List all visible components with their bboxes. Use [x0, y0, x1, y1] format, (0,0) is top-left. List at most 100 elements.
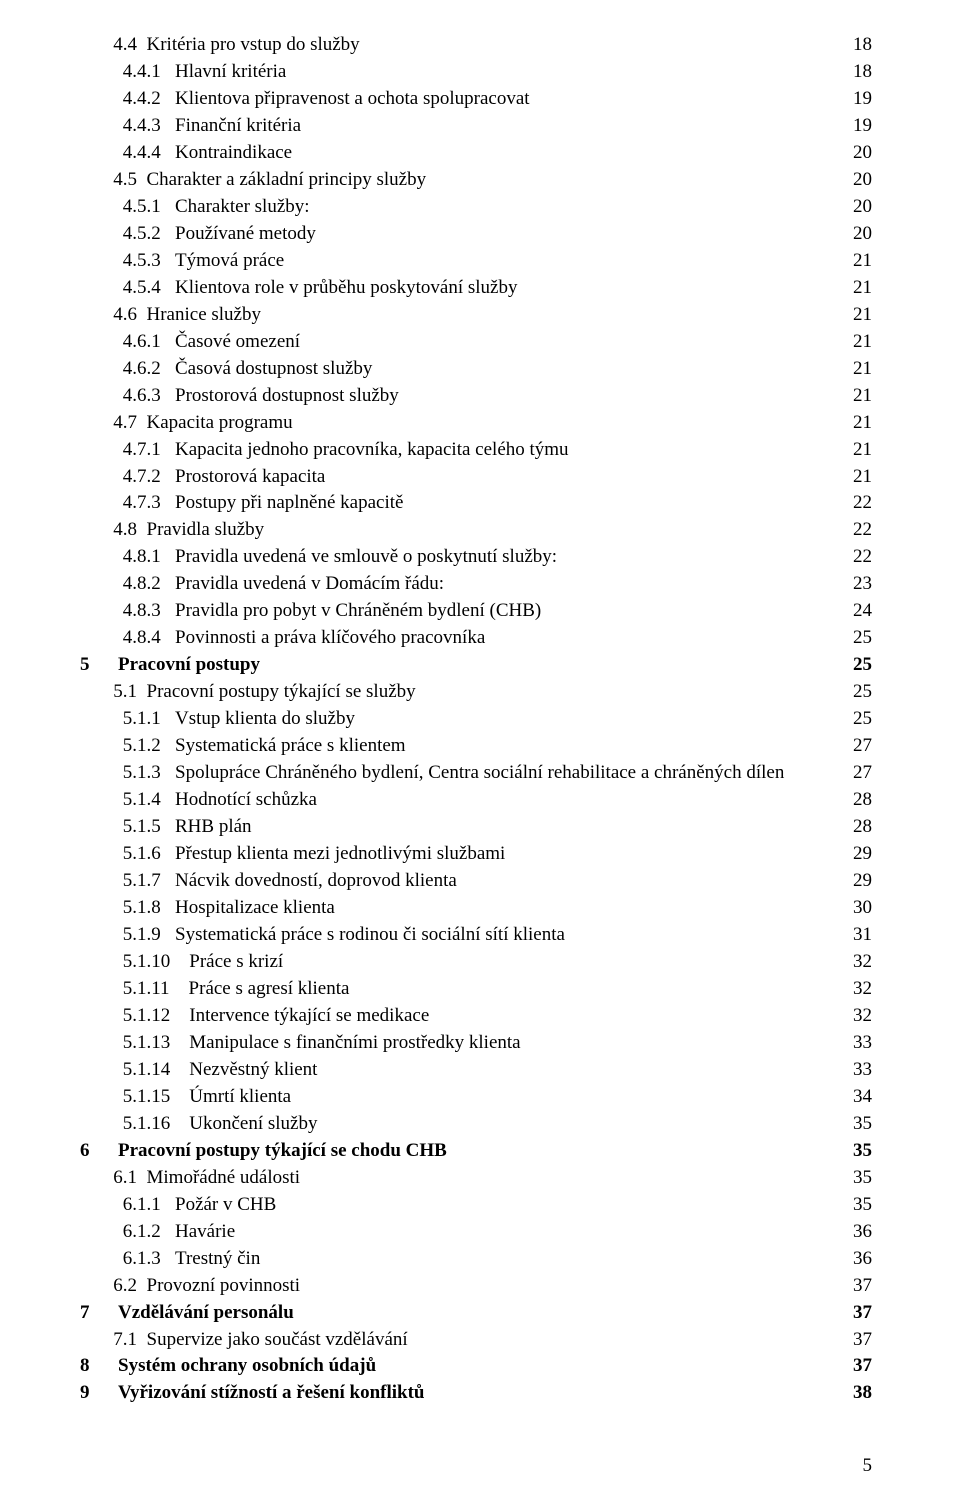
- toc-entry-number: 4.5.1: [80, 194, 175, 221]
- toc-row: 5.1.10 Práce s krizí32: [80, 949, 872, 976]
- toc-entry-number: 4.6.3: [80, 383, 175, 410]
- toc-row: 4.5.2 Používané metody20: [80, 221, 872, 248]
- toc-entry-number: 4.4.4: [80, 140, 175, 167]
- toc-row: 4.6 Hranice služby21: [80, 302, 872, 329]
- toc-entry-page: 37: [844, 1353, 872, 1380]
- toc-entry-title: Vyřizování stížností a řešení konfliktů: [118, 1380, 844, 1407]
- toc-row: 4.4.1 Hlavní kritéria18: [80, 59, 872, 86]
- toc-entry-number: 5.1.8: [80, 895, 175, 922]
- toc-row: 6.1.1 Požár v CHB35: [80, 1192, 872, 1219]
- toc-row: 4.4.4 Kontraindikace20: [80, 140, 872, 167]
- toc-entry-number: 7.1: [80, 1327, 147, 1354]
- toc-row: 5.1.6 Přestup klienta mezi jednotlivými …: [80, 841, 872, 868]
- toc-row: 6.1.2 Havárie36: [80, 1219, 872, 1246]
- toc-entry-page: 22: [844, 490, 872, 517]
- toc-entry-title: Vstup klienta do služby: [175, 706, 844, 733]
- toc-row: 5.1.9 Systematická práce s rodinou či so…: [80, 922, 872, 949]
- toc-entry-title: Nezvěstný klient: [189, 1057, 844, 1084]
- toc-entry-number: 7: [80, 1300, 118, 1327]
- toc-entry-page: 32: [844, 1003, 872, 1030]
- toc-entry-page: 35: [844, 1165, 872, 1192]
- toc-entry-number: 4.8: [80, 517, 147, 544]
- toc-row: 4.4.3 Finanční kritéria19: [80, 113, 872, 140]
- toc-entry-number: 5: [80, 652, 118, 679]
- toc-entry-page: 33: [844, 1030, 872, 1057]
- toc-entry-page: 21: [844, 356, 872, 383]
- toc-row: 6 Pracovní postupy týkající se chodu CHB…: [80, 1138, 872, 1165]
- toc-entry-number: 5.1.12: [80, 1003, 189, 1030]
- toc-entry-number: 9: [80, 1380, 118, 1407]
- toc-entry-title: Intervence týkající se medikace: [189, 1003, 844, 1030]
- toc-entry-title: Charakter služby:: [175, 194, 844, 221]
- toc-row: 5.1.1 Vstup klienta do služby25: [80, 706, 872, 733]
- toc-entry-title: Hlavní kritéria: [175, 59, 844, 86]
- toc-entry-title: Postupy při naplněné kapacitě: [175, 490, 844, 517]
- toc-row: 6.1 Mimořádné události35: [80, 1165, 872, 1192]
- toc-entry-title: Spolupráce Chráněného bydlení, Centra so…: [175, 760, 844, 787]
- toc-entry-number: 4.5: [80, 167, 147, 194]
- toc-entry-page: 21: [844, 437, 872, 464]
- toc-entry-title: Systematická práce s klientem: [175, 733, 844, 760]
- toc-entry-title: Práce s agresí klienta: [189, 976, 844, 1003]
- toc-entry-number: 4.6.1: [80, 329, 175, 356]
- toc-entry-number: 5.1.6: [80, 841, 175, 868]
- toc-entry-title: Pravidla uvedená v Domácím řádu:: [175, 571, 844, 598]
- toc-entry-title: Kapacita jednoho pracovníka, kapacita ce…: [175, 437, 844, 464]
- toc-entry-title: Manipulace s finančními prostředky klien…: [189, 1030, 844, 1057]
- toc-entry-title: Trestný čin: [175, 1246, 844, 1273]
- toc-entry-number: 4.8.3: [80, 598, 175, 625]
- toc-entry-title: Pravidla pro pobyt v Chráněném bydlení (…: [175, 598, 844, 625]
- toc-row: 5.1.7 Nácvik dovedností, doprovod klient…: [80, 868, 872, 895]
- toc-entry-page: 25: [844, 625, 872, 652]
- toc-entry-page: 33: [844, 1057, 872, 1084]
- toc-entry-number: 6: [80, 1138, 118, 1165]
- toc-row: 4.7.2 Prostorová kapacita21: [80, 464, 872, 491]
- toc-entry-page: 38: [844, 1380, 872, 1407]
- toc-row: 5.1 Pracovní postupy týkající se služby2…: [80, 679, 872, 706]
- toc-row: 5 Pracovní postupy25: [80, 652, 872, 679]
- toc-entry-page: 19: [844, 113, 872, 140]
- toc-entry-page: 20: [844, 194, 872, 221]
- toc-entry-number: 5.1.3: [80, 760, 175, 787]
- toc-entry-page: 22: [844, 517, 872, 544]
- toc-row: 4.7.1 Kapacita jednoho pracovníka, kapac…: [80, 437, 872, 464]
- toc-entry-page: 27: [844, 760, 872, 787]
- toc-row: 4.8.3 Pravidla pro pobyt v Chráněném byd…: [80, 598, 872, 625]
- toc-entry-title: Klientova připravenost a ochota spolupra…: [175, 86, 844, 113]
- toc-entry-title: Ukončení služby: [189, 1111, 844, 1138]
- toc-entry-number: 4.4.1: [80, 59, 175, 86]
- toc-row: 4.6.3 Prostorová dostupnost služby21: [80, 383, 872, 410]
- toc-entry-title: Pracovní postupy týkající se služby: [147, 679, 845, 706]
- toc-entry-page: 35: [844, 1111, 872, 1138]
- toc-entry-number: 5.1.9: [80, 922, 175, 949]
- toc-entry-number: 6.1.1: [80, 1192, 175, 1219]
- toc-row: 4.6.1 Časové omezení21: [80, 329, 872, 356]
- toc-row: 4.8.4 Povinnosti a práva klíčového praco…: [80, 625, 872, 652]
- toc-entry-page: 25: [844, 652, 872, 679]
- toc-row: 5.1.14 Nezvěstný klient33: [80, 1057, 872, 1084]
- toc-entry-title: Prostorová kapacita: [175, 464, 844, 491]
- toc-entry-title: Kritéria pro vstup do služby: [147, 32, 845, 59]
- toc-row: 5.1.15 Úmrtí klienta34: [80, 1084, 872, 1111]
- toc-row: 7.1 Supervize jako součást vzdělávání37: [80, 1327, 872, 1354]
- toc-entry-number: 4.8.1: [80, 544, 175, 571]
- toc-row: 5.1.11 Práce s agresí klienta32: [80, 976, 872, 1003]
- toc-entry-title: Přestup klienta mezi jednotlivými služba…: [175, 841, 844, 868]
- toc-entry-title: Používané metody: [175, 221, 844, 248]
- toc-entry-page: 20: [844, 221, 872, 248]
- toc-entry-page: 21: [844, 329, 872, 356]
- toc-entry-number: 5.1.13: [80, 1030, 189, 1057]
- toc-entry-page: 18: [844, 32, 872, 59]
- toc-entry-page: 36: [844, 1246, 872, 1273]
- toc-entry-page: 34: [844, 1084, 872, 1111]
- toc-entry-number: 4.8.4: [80, 625, 175, 652]
- page-number-footer: 5: [863, 1455, 873, 1477]
- toc-row: 4.6.2 Časová dostupnost služby21: [80, 356, 872, 383]
- toc-entry-page: 37: [844, 1273, 872, 1300]
- toc-entry-page: 21: [844, 383, 872, 410]
- toc-entry-number: 4.7: [80, 410, 147, 437]
- toc-row: 4.4.2 Klientova připravenost a ochota sp…: [80, 86, 872, 113]
- toc-entry-number: 4.7.3: [80, 490, 175, 517]
- toc-entry-number: 5.1.14: [80, 1057, 189, 1084]
- toc-entry-page: 21: [844, 248, 872, 275]
